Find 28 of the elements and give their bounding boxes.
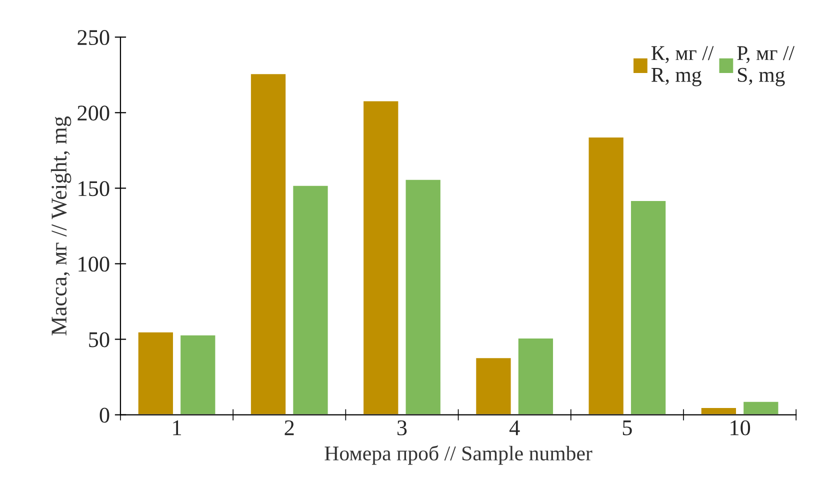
y-tick-label: 200 — [78, 106, 110, 121]
bar — [250, 72, 287, 415]
x-tick-label: 10 — [730, 420, 750, 436]
x-tick-label: 2 — [284, 420, 294, 436]
x-tick-label: 1 — [173, 420, 181, 436]
x-tick-label: 5 — [622, 420, 632, 436]
bar — [700, 406, 738, 415]
bar — [136, 331, 174, 415]
y-tick-label: 150 — [78, 181, 110, 196]
legend-label: Р, мг // S, mg — [737, 46, 795, 86]
legend-label: К, мг // R, mg — [651, 46, 714, 86]
y-tick-label: 50 — [89, 332, 110, 348]
y-tick-label: 100 — [78, 256, 110, 272]
x-tick-label: 3 — [397, 420, 407, 436]
bar — [179, 334, 217, 415]
bar — [292, 184, 330, 415]
bar — [474, 356, 512, 415]
y-axis-title: Масса, мг // Weight, mg — [50, 116, 72, 336]
bar — [362, 100, 400, 415]
x-axis-title: Номера проб // Sample number — [324, 445, 592, 465]
y-tick-label: 250 — [78, 30, 110, 46]
bar — [742, 400, 780, 415]
bar — [516, 337, 554, 415]
bar — [404, 178, 442, 415]
y-tick-label: 0 — [100, 408, 110, 423]
bar — [630, 200, 668, 415]
x-tick-label: 4 — [509, 420, 520, 436]
bar — [587, 136, 625, 415]
